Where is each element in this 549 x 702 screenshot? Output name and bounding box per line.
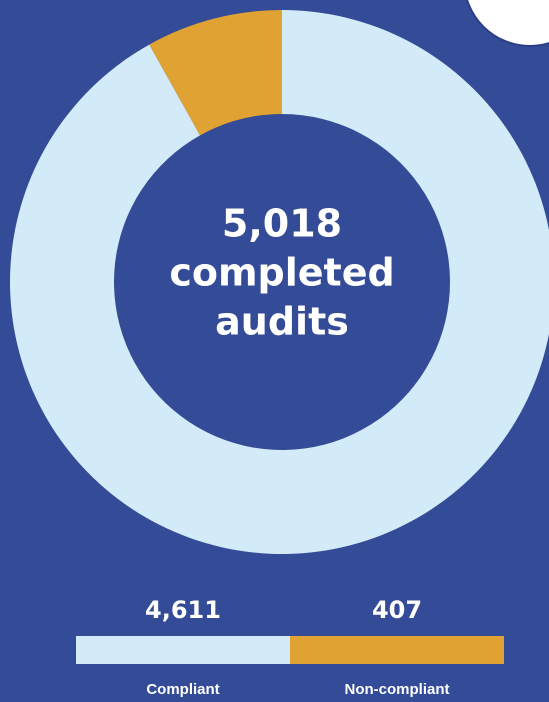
value-label: 407 <box>372 596 422 624</box>
center-caption: audits <box>215 300 349 344</box>
donut-slice <box>149 10 282 136</box>
legend-swatch <box>76 636 290 664</box>
legend-label: Compliant <box>146 681 219 698</box>
value-label: 4,611 <box>145 596 221 624</box>
legend-swatch <box>290 636 504 664</box>
center-value: 5,018 <box>222 202 342 246</box>
corner-decoration <box>466 0 549 47</box>
center-caption: completed <box>169 251 394 295</box>
donut-slice <box>10 10 549 554</box>
legend-label: Non-compliant <box>345 681 450 698</box>
